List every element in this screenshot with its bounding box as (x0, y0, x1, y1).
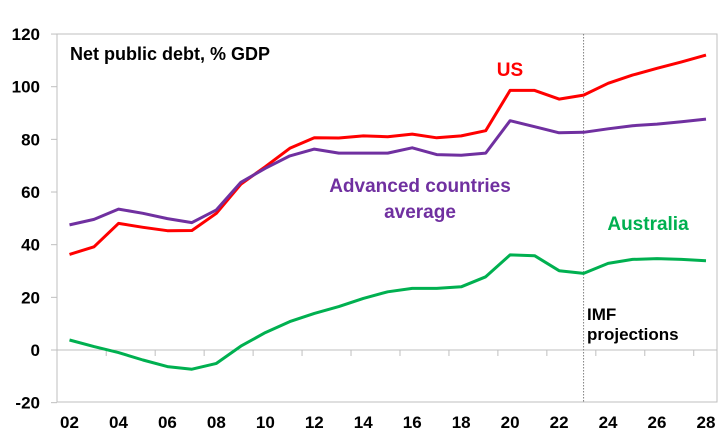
annotation-projections: projections (587, 325, 679, 344)
x-tick-label: 22 (550, 413, 569, 432)
annotation-imf: IMF (587, 305, 616, 324)
x-tick-label: 16 (403, 413, 422, 432)
y-tick-label: 0 (31, 341, 40, 360)
label-australia: Australia (607, 214, 689, 235)
x-tick-label: 10 (256, 413, 275, 432)
x-tick-label: 04 (109, 413, 128, 432)
y-tick-label: 120 (12, 25, 40, 44)
y-tick-label: 40 (21, 236, 40, 255)
x-tick-label: 26 (648, 413, 667, 432)
x-tick-label: 08 (207, 413, 226, 432)
label-advanced-line2: average (384, 202, 456, 223)
x-tick-label: 06 (158, 413, 177, 432)
x-tick-label: 02 (60, 413, 79, 432)
y-tick-label: -20 (15, 394, 40, 413)
x-tick-label: 24 (599, 413, 618, 432)
x-tick-label: 14 (354, 413, 373, 432)
y-tick-label: 100 (12, 78, 40, 97)
label-us: US (497, 60, 523, 81)
y-tick-label: 20 (21, 288, 40, 307)
x-tick-label: 12 (305, 413, 324, 432)
label-advanced-line1: Advanced countries (329, 176, 511, 197)
y-tick-label: 60 (21, 183, 40, 202)
x-tick-label: 18 (452, 413, 471, 432)
chart-title: Net public debt, % GDP (70, 44, 270, 64)
x-tick-label: 20 (501, 413, 520, 432)
x-tick-label: 28 (697, 413, 716, 432)
y-tick-label: 80 (21, 130, 40, 149)
